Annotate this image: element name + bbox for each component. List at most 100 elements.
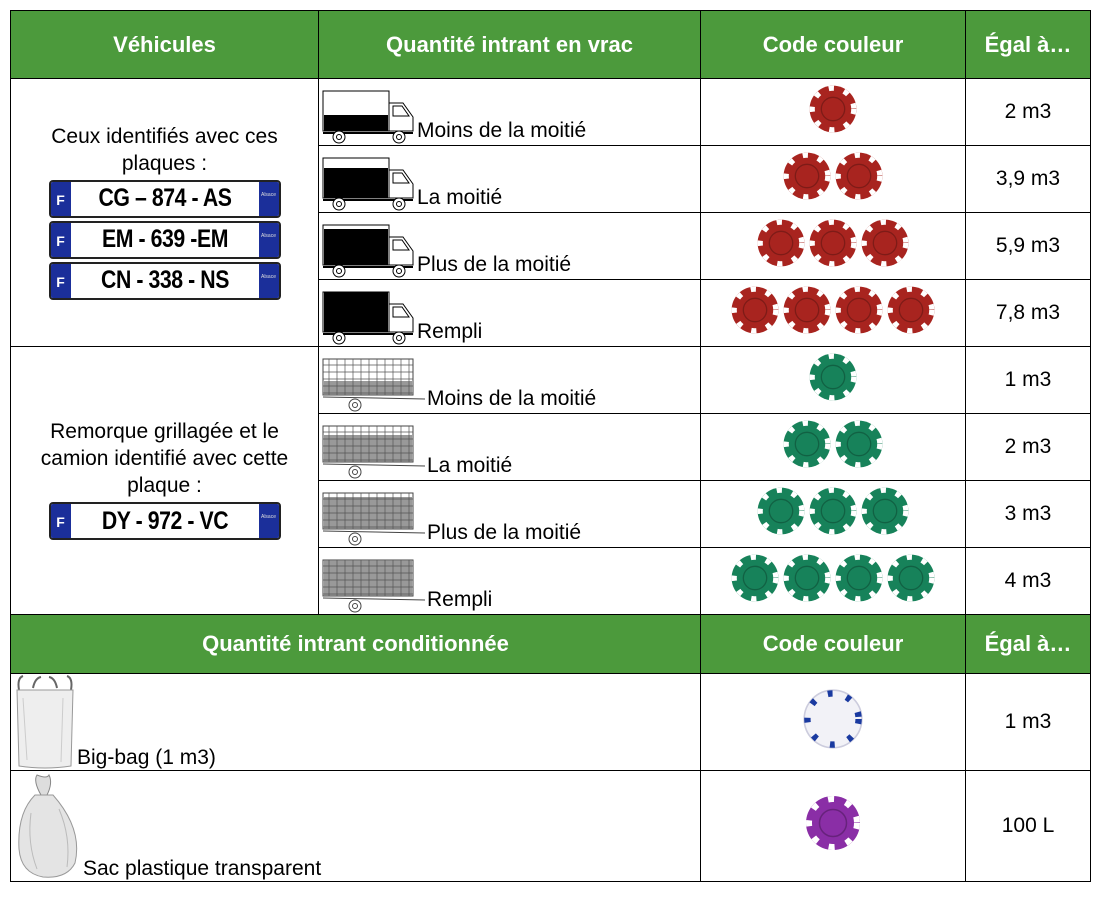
quantity-content: Rempli bbox=[319, 280, 700, 346]
quantity-label: Plus de la moitié bbox=[417, 253, 572, 276]
quantity-label: La moitié bbox=[427, 454, 513, 477]
quantity-label: Moins de la moitié bbox=[417, 119, 587, 142]
item-content: Big-bag (1 m3) bbox=[11, 674, 700, 770]
table-body: Véhicules Quantité intrant en vrac Code co… bbox=[10, 10, 1091, 882]
plate-region-name: Alsace bbox=[260, 232, 276, 239]
quantity-cell: La moitié bbox=[318, 145, 701, 213]
column-header: Quantité intrant conditionnée bbox=[10, 614, 701, 674]
quantity-content: Plus de la moitié bbox=[319, 213, 700, 279]
plate-number: DY - 972 - VC bbox=[101, 506, 228, 535]
chip bbox=[755, 485, 807, 537]
vehicle-cell: Ceux identifiés avec ces plaques : F CG – … bbox=[10, 78, 319, 347]
data-row: Sac plastique transparent 100 L bbox=[10, 770, 1091, 882]
plate-number: CG – 874 - AS bbox=[97, 184, 232, 212]
equals-cell: 3,9 m3 bbox=[965, 145, 1091, 213]
license-plate: F DY - 972 - VC Alsace 67 bbox=[48, 502, 281, 540]
quantity-label: Plus de la moitié bbox=[427, 521, 582, 544]
column-header: Égal à… bbox=[965, 10, 1091, 79]
chip bbox=[781, 150, 833, 202]
plate-country: F bbox=[50, 263, 71, 298]
chip bbox=[885, 284, 937, 336]
chip bbox=[781, 552, 833, 604]
quantity-content: Rempli bbox=[319, 548, 700, 614]
equals-cell: 100 L bbox=[965, 770, 1091, 882]
license-plate: F EM - 639 -EM Alsace 67 bbox=[48, 220, 281, 259]
quantity-content: La moitié bbox=[319, 414, 700, 480]
quantity-cell: Plus de la moitié bbox=[318, 212, 701, 280]
data-row: Plus de la moitié 5,9 m3 bbox=[11, 212, 1091, 280]
license-plate: F CG – 874 - AS Alsace 67 bbox=[48, 179, 281, 218]
quantity-content: La moitié bbox=[319, 146, 700, 212]
plate-dept: 67 bbox=[262, 291, 275, 298]
data-row: Plus de la moitié 3 m3 bbox=[11, 480, 1091, 548]
chip bbox=[803, 793, 863, 853]
equals-cell: 5,9 m3 bbox=[965, 212, 1091, 280]
chip bbox=[859, 485, 911, 537]
icon bbox=[322, 492, 426, 546]
quantity-content: Plus de la moitié bbox=[319, 481, 700, 547]
plate-region: Alsace 67 bbox=[258, 504, 279, 538]
icon bbox=[322, 358, 426, 412]
data-row: Remorque grillagée et le camion identifi… bbox=[10, 346, 1091, 615]
plate-region-name: Alsace bbox=[260, 273, 276, 280]
plate-number: CN - 338 - NS bbox=[100, 266, 229, 294]
chip bbox=[807, 217, 859, 269]
item-label: Sac plastique transparent bbox=[83, 857, 322, 880]
color-code-cell bbox=[700, 78, 966, 146]
equals-cell: 4 m3 bbox=[965, 547, 1091, 615]
quantity-cell: Moins de la moitié bbox=[318, 346, 701, 414]
header-row: Quantité intrant conditionnée Code couleu… bbox=[10, 614, 1091, 674]
quantity-cell: Plus de la moitié bbox=[318, 480, 701, 548]
data-row: Ceux identifiés avec ces plaques : F CG – … bbox=[10, 78, 1091, 347]
data-row: Rempli 4 m3 bbox=[11, 547, 1091, 615]
item-cell: Big-bag (1 m3) bbox=[10, 673, 701, 771]
quantity-cell: Rempli bbox=[318, 279, 701, 347]
quantity-content: Moins de la moitié bbox=[319, 347, 700, 413]
equals-cell: 1 m3 bbox=[965, 346, 1091, 414]
icon bbox=[322, 291, 414, 345]
license-plate: F CN - 338 - NS Alsace 67 bbox=[48, 261, 281, 300]
chip bbox=[729, 552, 781, 604]
data-row: La moitié 3,9 m3 bbox=[11, 145, 1091, 213]
color-code-cell bbox=[700, 279, 966, 347]
plate-region: Alsace 67 bbox=[258, 263, 279, 298]
icon bbox=[16, 675, 74, 769]
column-header: Égal à… bbox=[965, 614, 1091, 674]
quantity-cell: La moitié bbox=[318, 413, 701, 481]
color-code-cell bbox=[700, 673, 966, 771]
chip bbox=[833, 418, 885, 470]
plate-dept: 67 bbox=[262, 250, 275, 257]
chip bbox=[801, 687, 865, 751]
icon bbox=[322, 559, 426, 613]
equals-cell: 2 m3 bbox=[965, 413, 1091, 481]
quantity-label: Rempli bbox=[427, 588, 493, 611]
icon bbox=[322, 224, 414, 278]
quantity-label: Moins de la moitié bbox=[427, 387, 597, 410]
column-header: Code couleur bbox=[700, 10, 966, 79]
chip bbox=[781, 418, 833, 470]
data-row: Rempli 7,8 m3 bbox=[11, 279, 1091, 347]
plate-dept: 67 bbox=[262, 531, 275, 538]
column-header: Code couleur bbox=[700, 614, 966, 674]
chip bbox=[807, 351, 859, 403]
equals-cell: 3 m3 bbox=[965, 480, 1091, 548]
color-code-cell bbox=[700, 413, 966, 481]
plate-country: F bbox=[50, 181, 71, 216]
chip bbox=[833, 284, 885, 336]
icon bbox=[322, 157, 414, 211]
item-content: Sac plastique transparent bbox=[11, 771, 700, 881]
plate-region-name: Alsace bbox=[260, 191, 276, 198]
column-header: Quantité intrant en vrac bbox=[318, 10, 701, 79]
color-code-cell bbox=[700, 547, 966, 615]
header-row: Véhicules Quantité intrant en vrac Code co… bbox=[10, 10, 1091, 79]
color-code-cell bbox=[700, 770, 966, 882]
column-header: Véhicules bbox=[10, 10, 319, 79]
table: Véhicules Quantité intrant en vrac Code co… bbox=[10, 10, 1091, 882]
vehicle-cell: Remorque grillagée et le camion identifi… bbox=[10, 346, 319, 615]
chip bbox=[781, 284, 833, 336]
equals-cell: 1 m3 bbox=[965, 673, 1091, 771]
chip bbox=[859, 217, 911, 269]
color-code-cell bbox=[700, 346, 966, 414]
color-code-cell bbox=[700, 212, 966, 280]
plate-region-name: Alsace bbox=[260, 514, 276, 520]
